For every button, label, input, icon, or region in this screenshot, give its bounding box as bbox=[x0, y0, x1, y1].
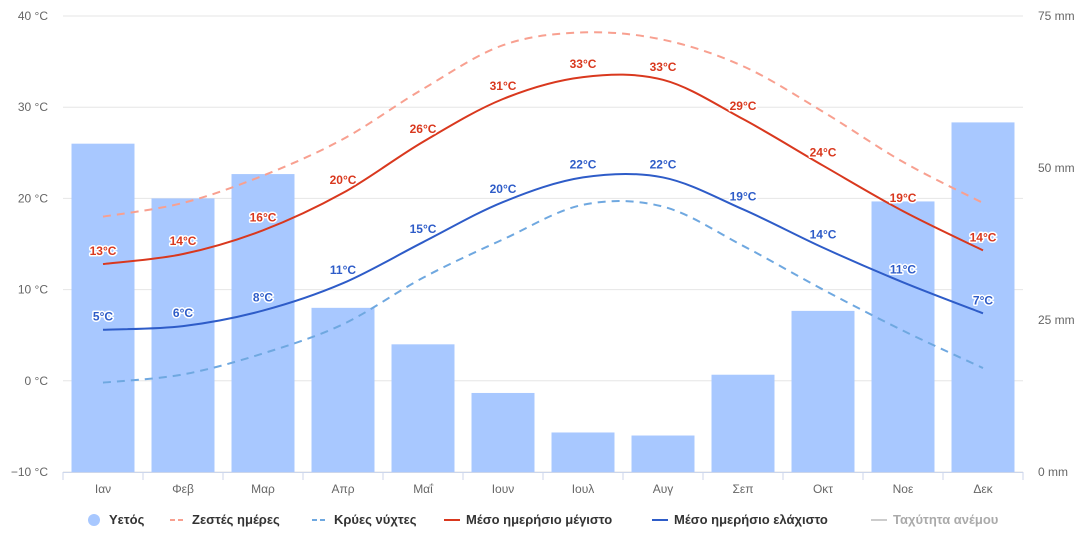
mean-daily-min-label: 5°C bbox=[93, 310, 113, 324]
legend-mean-min-label[interactable]: Μέσο ημερήσιο ελάχιστο bbox=[674, 512, 828, 527]
y-left-tick-label: 0 °C bbox=[25, 374, 49, 388]
mean-daily-min-label: 22°C bbox=[650, 157, 677, 171]
x-tick-label: Οκτ bbox=[813, 482, 833, 496]
legend-hot-days-label[interactable]: Ζεστές ημέρες bbox=[192, 512, 280, 527]
mean-daily-max-label: 14°C bbox=[970, 230, 997, 244]
precipitation-bar bbox=[951, 122, 1015, 473]
mean-daily-min-label: 22°C bbox=[570, 157, 597, 171]
cold-nights-line bbox=[102, 200, 984, 384]
y-left-tick-label: 40 °C bbox=[18, 9, 48, 23]
mean-daily-max-label: 14°C bbox=[170, 234, 197, 248]
precipitation-bar bbox=[311, 307, 375, 472]
x-tick-label: Μαΐ bbox=[413, 482, 434, 496]
precipitation-bar bbox=[231, 174, 295, 472]
mean-daily-max-label: 31°C bbox=[490, 79, 517, 93]
x-tick-label: Φεβ bbox=[172, 482, 194, 496]
x-tick-label: Ιουν bbox=[492, 482, 515, 496]
mean-daily-max-label: 19°C bbox=[890, 191, 917, 205]
x-tick-label: Μαρ bbox=[251, 482, 275, 496]
precipitation-bar bbox=[151, 198, 215, 472]
precipitation-bar bbox=[791, 310, 855, 472]
y-left-tick-label: 10 °C bbox=[18, 283, 48, 297]
y-right-tick-label: 75 mm bbox=[1038, 9, 1075, 23]
precipitation-bar bbox=[71, 143, 135, 472]
x-tick-label: Νοε bbox=[893, 482, 914, 496]
mean-daily-max-label: 26°C bbox=[410, 122, 437, 136]
legend: Υετός Ζεστές ημέρες Κρύες νύχτες Μέσο ημερή… bbox=[88, 512, 999, 527]
y-right-tick-label: 50 mm bbox=[1038, 161, 1075, 175]
mean-daily-min-label: 15°C bbox=[410, 222, 437, 236]
y-left-tick-label: −10 °C bbox=[11, 465, 48, 479]
mean-daily-min-label: 6°C bbox=[173, 306, 193, 320]
mean-daily-min-label: 7°C bbox=[973, 293, 993, 307]
mean-daily-max-label: 16°C bbox=[250, 210, 277, 224]
mean-daily-min-label: 8°C bbox=[253, 291, 273, 305]
y-left-tick-label: 20 °C bbox=[18, 191, 48, 205]
data-labels: 13°C 14°C 16°C 20°C 26°C 31°C 33°C 33°C 29°C 24°C… bbox=[88, 56, 998, 326]
y-right-tick-label: 0 mm bbox=[1038, 465, 1068, 479]
mean-daily-max-label: 33°C bbox=[570, 57, 597, 71]
precipitation-bar bbox=[871, 201, 935, 472]
x-tick-label: Σεπ bbox=[732, 482, 753, 496]
x-tick-label: Αυγ bbox=[653, 482, 674, 496]
mean-daily-max-line bbox=[102, 73, 984, 266]
mean-daily-max-label: 24°C bbox=[810, 146, 837, 160]
x-tick-label: Ιουλ bbox=[572, 482, 595, 496]
x-tick-label: Δεκ bbox=[973, 482, 993, 496]
x-tick-label: Απρ bbox=[331, 482, 354, 496]
mean-daily-min-label: 19°C bbox=[730, 189, 757, 203]
mean-daily-min-label: 20°C bbox=[490, 182, 517, 196]
mean-daily-min-label: 14°C bbox=[810, 228, 837, 242]
mean-daily-max-label: 13°C bbox=[90, 244, 117, 258]
legend-wind-speed-label[interactable]: Ταχύτητα ανέμου bbox=[893, 512, 999, 527]
hot-days-line bbox=[102, 31, 984, 218]
temperature-lines bbox=[102, 31, 984, 384]
y-right-tick-label: 25 mm bbox=[1038, 313, 1075, 327]
legend-precipitation-label[interactable]: Υετός bbox=[109, 512, 145, 527]
axes: −10 °C 0 °C 10 °C 20 °C 30 °C 40 °C 0 mm 25 mm 5… bbox=[11, 9, 1075, 496]
mean-daily-max-label: 33°C bbox=[650, 60, 677, 74]
precipitation-bar bbox=[551, 432, 615, 472]
legend-precipitation-symbol[interactable] bbox=[88, 514, 100, 526]
x-tick-label: Ιαν bbox=[95, 482, 111, 496]
precipitation-bars bbox=[71, 122, 1015, 473]
y-left-tick-label: 30 °C bbox=[18, 100, 48, 114]
mean-daily-min-label: 11°C bbox=[890, 262, 916, 276]
precipitation-bar bbox=[471, 392, 535, 472]
precipitation-bar bbox=[631, 435, 695, 472]
precipitation-bar bbox=[711, 374, 775, 472]
legend-mean-max-label[interactable]: Μέσο ημερήσιο μέγιστο bbox=[466, 512, 612, 527]
mean-daily-max-label: 20°C bbox=[330, 173, 357, 187]
legend-cold-nights-label[interactable]: Κρύες νύχτες bbox=[334, 512, 417, 527]
mean-daily-max-label: 29°C bbox=[730, 99, 757, 113]
precipitation-bar bbox=[391, 344, 455, 472]
mean-daily-min-line bbox=[102, 172, 984, 331]
mean-daily-min-label: 11°C bbox=[330, 263, 356, 277]
